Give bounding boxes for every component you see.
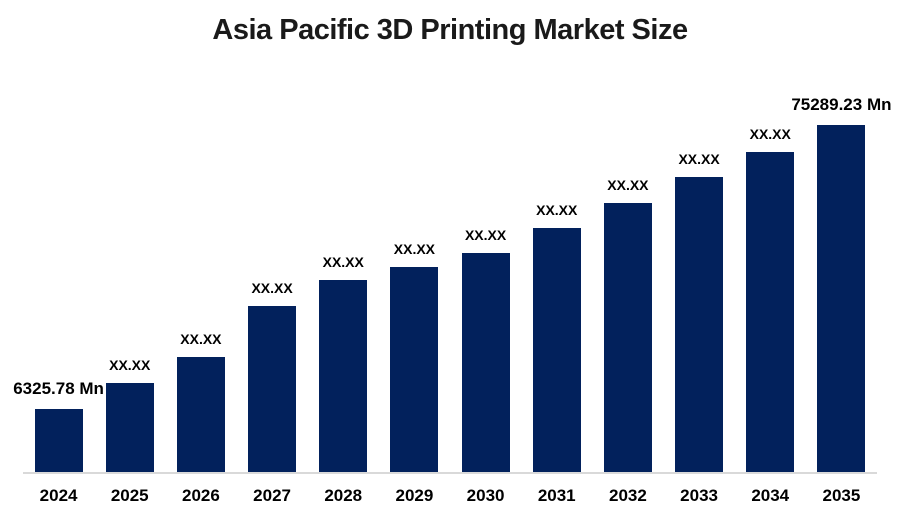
x-axis-tick-label: 2033 xyxy=(680,486,718,505)
bar xyxy=(176,357,225,472)
x-axis-tick-label: 2029 xyxy=(395,486,434,505)
x-axis-tick-label: 2024 xyxy=(39,486,78,505)
bar-group-2028: XX.XX 2028 xyxy=(308,0,379,525)
x-axis-tick-label: 2035 xyxy=(822,486,861,505)
bar-group-2029: XX.XX 2029 xyxy=(379,0,450,525)
bar xyxy=(675,177,724,472)
x-axis-tick-label: 2026 xyxy=(181,486,220,505)
x-axis-tick-label: 2031 xyxy=(537,486,576,505)
bar-group-2031: XX.XX 2031 xyxy=(521,0,592,525)
x-axis-tick-label: 2025 xyxy=(110,486,149,505)
x-axis-tick-label: 2032 xyxy=(608,486,647,505)
bar xyxy=(390,267,439,472)
x-axis-tick-label: 2027 xyxy=(253,486,291,505)
x-axis-tick-label: 2028 xyxy=(324,486,363,505)
bar-value-label: XX.XX xyxy=(536,201,578,218)
bar-value-label: XX.XX xyxy=(251,279,293,296)
bar-value-label: 6325.78 Mn xyxy=(13,379,104,399)
x-axis-tick-label: 2034 xyxy=(751,486,790,505)
bar-value-label: XX.XX xyxy=(180,330,222,347)
bar-group-2032: XX.XX 2032 xyxy=(592,0,663,525)
bar-value-label: XX.XX xyxy=(607,176,649,193)
bar xyxy=(248,306,297,472)
bar-group-2033: XX.XX 2033 xyxy=(664,0,735,525)
chart-title: Asia Pacific 3D Printing Market Size xyxy=(212,14,688,46)
bar-group-2024: 6325.78 Mn 2024 xyxy=(13,0,104,525)
bar-value-label: 75289.23 Mn xyxy=(791,95,892,115)
bar xyxy=(746,152,795,472)
bar xyxy=(319,280,368,472)
bar-value-label: XX.XX xyxy=(678,150,720,167)
bar xyxy=(603,203,652,472)
bar-group-2034: XX.XX 2034 xyxy=(735,0,806,525)
bar xyxy=(34,409,83,472)
bar-group-2035: 75289.23 Mn 2035 xyxy=(791,0,891,525)
bar-group-2026: XX.XX 2026 xyxy=(165,0,236,525)
bar xyxy=(461,253,510,472)
bar-value-label: XX.XX xyxy=(322,253,364,270)
bar-group-2027: XX.XX 2027 xyxy=(237,0,308,525)
bar-value-label: XX.XX xyxy=(109,356,151,373)
bar-value-label: XX.XX xyxy=(749,125,791,142)
bar xyxy=(817,125,866,472)
bar-group-2030: XX.XX 2030 xyxy=(450,0,521,525)
bar-group-2025: XX.XX 2025 xyxy=(94,0,165,525)
bar-value-label: XX.XX xyxy=(464,226,507,243)
x-axis-tick-label: 2030 xyxy=(466,486,505,505)
x-axis-line xyxy=(23,472,877,474)
bar xyxy=(532,228,581,472)
bar xyxy=(105,383,154,472)
bar-value-label: XX.XX xyxy=(393,240,436,257)
